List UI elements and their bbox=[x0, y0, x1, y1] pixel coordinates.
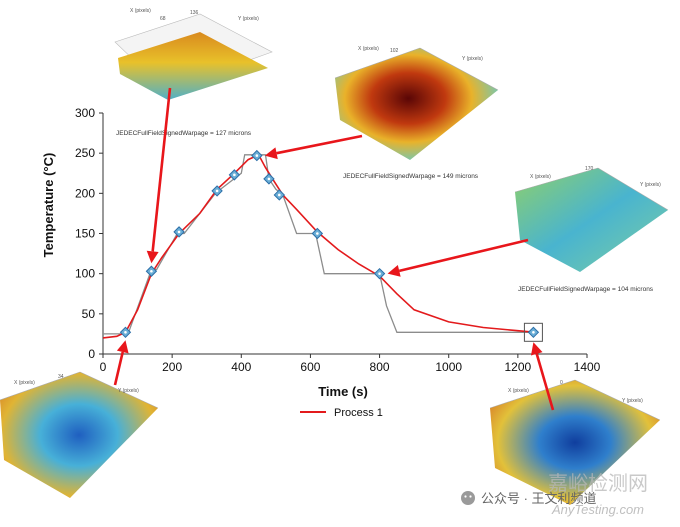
marker-group bbox=[119, 149, 540, 339]
y-axis-title: Temperature (°C) bbox=[41, 153, 56, 258]
watermark-site-cn: 嘉峪检测网 bbox=[548, 472, 648, 495]
watermark-site-en: AnyTesting.com bbox=[551, 502, 644, 517]
x-tick-label: 1400 bbox=[574, 360, 601, 374]
inset-3-tick-1: 170 bbox=[585, 166, 594, 172]
data-marker-center bbox=[532, 331, 535, 334]
watermark: 公众号 · 王文利频道 嘉峪检测网 AnyTesting.com bbox=[461, 472, 648, 517]
watermark-account: 公众号 · 王文利频道 bbox=[481, 491, 597, 506]
highlight-box bbox=[523, 322, 543, 342]
inset-surface-1: X (pixels) Y (pixels) 68 136 bbox=[114, 8, 273, 100]
inset-3-x-axis-label: X (pixels) bbox=[530, 174, 551, 180]
y-tick-label: 100 bbox=[75, 267, 95, 281]
wechat-icon bbox=[461, 491, 475, 505]
inset-2-tick-1: 102 bbox=[390, 48, 399, 54]
callout-arrow bbox=[264, 134, 363, 160]
arrow-group bbox=[113, 87, 555, 411]
process-1-line bbox=[102, 153, 536, 339]
y-tick-label: 200 bbox=[75, 186, 95, 200]
legend: Process 1 bbox=[300, 407, 383, 419]
data-marker-center bbox=[215, 189, 219, 193]
y-tick-label: 250 bbox=[75, 146, 95, 160]
inset-4-y-axis-label: Y (pixels) bbox=[118, 388, 139, 394]
data-marker-center bbox=[124, 331, 127, 334]
data-marker-center bbox=[378, 272, 381, 275]
x-tick-group: 0 200 400 600 800 1000 1200 1400 bbox=[100, 354, 601, 374]
callout-arrow bbox=[530, 342, 555, 411]
inset-4-tick-1: 34 bbox=[58, 374, 64, 380]
data-marker-center bbox=[316, 232, 319, 235]
annotation-warpage-104: JEDECFullFieldSignedWarpage = 104 micron… bbox=[518, 286, 654, 293]
x-axis-title: Time (s) bbox=[318, 384, 368, 399]
data-marker-center bbox=[177, 230, 181, 234]
legend-label-process-1: Process 1 bbox=[334, 407, 383, 419]
data-marker-center bbox=[233, 173, 236, 177]
data-marker-center bbox=[255, 154, 259, 157]
y-tick-label: 0 bbox=[88, 347, 95, 361]
data-marker-center bbox=[267, 177, 271, 181]
y-tick-label: 150 bbox=[75, 227, 95, 241]
inset-surface-5: X (pixels) Y (pixels) 0 bbox=[489, 379, 661, 505]
inset-5-tick-1: 0 bbox=[560, 380, 563, 386]
plot-area: 0 200 400 600 800 1000 1200 1400 0 50 100 150 200 25… bbox=[75, 106, 601, 374]
annotation-warpage-149: JEDECFullFieldSignedWarpage = 149 micron… bbox=[343, 173, 479, 180]
y-tick-label: 300 bbox=[75, 106, 95, 120]
callout-arrow bbox=[113, 340, 129, 386]
inset-4-x-axis-label: X (pixels) bbox=[14, 380, 35, 386]
inset-5-y-axis-label: Y (pixels) bbox=[622, 398, 643, 404]
inset-2-x-axis-label: X (pixels) bbox=[358, 46, 379, 52]
x-tick-label: 200 bbox=[162, 360, 182, 374]
x-tick-label: 600 bbox=[300, 360, 320, 374]
inset-5-x-axis-label: X (pixels) bbox=[508, 388, 529, 394]
inset-1-tick-2: 136 bbox=[190, 10, 199, 16]
y-tick-label: 50 bbox=[82, 307, 96, 321]
inset-1-y-axis-label: Y (pixels) bbox=[238, 16, 259, 22]
inset-surface-2: X (pixels) Y (pixels) 102 bbox=[334, 46, 499, 160]
data-marker-center bbox=[278, 193, 281, 197]
inset-1-x-axis-label: X (pixels) bbox=[130, 8, 151, 14]
inset-surface-4: X (pixels) Y (pixels) 34 bbox=[0, 371, 159, 498]
x-tick-label: 1200 bbox=[505, 360, 532, 374]
callout-arrow bbox=[387, 238, 529, 277]
setpoint-profile-line bbox=[103, 154, 536, 335]
x-tick-label: 1000 bbox=[435, 360, 462, 374]
x-tick-label: 400 bbox=[231, 360, 251, 374]
annotation-warpage-127: JEDECFullFieldSignedWarpage = 127 micron… bbox=[116, 130, 252, 137]
inset-3-y-axis-label: Y (pixels) bbox=[640, 182, 661, 188]
x-tick-label: 0 bbox=[100, 360, 107, 374]
inset-surface-3: X (pixels) Y (pixels) 170 bbox=[514, 166, 669, 272]
inset-2-y-axis-label: Y (pixels) bbox=[462, 56, 483, 62]
data-marker-center bbox=[150, 269, 153, 273]
y-tick-group: 0 50 100 150 200 250 300 bbox=[75, 106, 103, 361]
callout-arrow bbox=[146, 87, 172, 264]
inset-1-tick-1: 68 bbox=[160, 16, 166, 22]
x-tick-label: 800 bbox=[370, 360, 390, 374]
